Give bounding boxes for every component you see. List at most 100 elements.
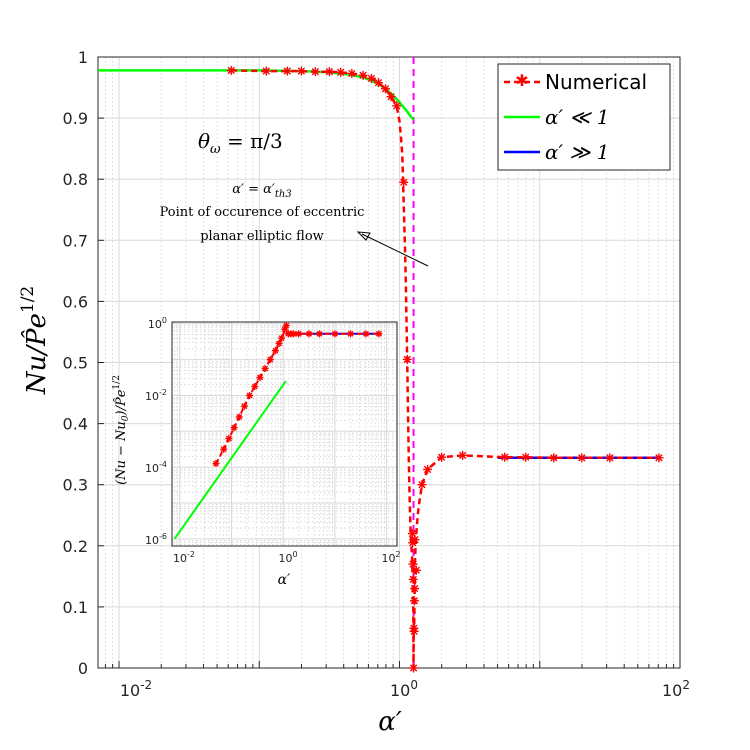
main-ytick-label: 1 [78,48,88,67]
main-ytick-label: 0.2 [63,537,88,556]
legend-label-numerical: Numerical [545,70,647,94]
inset-series-numerical-line [215,322,379,465]
numerical-marker [402,354,412,364]
inset-numerical-marker [295,330,303,338]
inset-numerical-marker [251,383,259,391]
inset-numerical-marker [225,434,233,442]
inset-ytick-label: 100 [148,316,167,331]
inset-numerical-marker [240,402,248,410]
numerical-marker [654,453,664,463]
inset-numerical-marker [315,330,323,338]
alpha-threshold-annotation: α′ = α′th3 [232,182,291,200]
inset-xtick-label: 10-2 [173,550,195,565]
numerical-marker [392,101,402,111]
legend: ✱ Numerical α′ ≪ 1 α′ ≫ 1 [497,63,671,171]
main-ytick-label: 0.3 [63,476,88,495]
numerical-marker [409,626,419,636]
svg-text:✱: ✱ [515,71,528,90]
inset-numerical-marker [362,330,370,338]
numerical-marker [577,453,587,463]
inset-numerical-marker [278,334,286,342]
inset-grid [172,322,397,546]
inset-numerical-curve [215,322,379,465]
main-series-small-line [98,69,415,121]
inset-numerical-marker [331,330,339,338]
main-axes-frame [97,56,681,669]
legend-label-large: α′ ≫ 1 [545,140,609,164]
numerical-marker [373,78,383,88]
inset-numerical-marker [266,356,274,364]
numerical-marker [296,66,306,76]
inset-numerical-marker [261,365,269,373]
inset-numerical-marker [305,330,313,338]
inset-xtick-label: 102 [381,550,400,565]
main-ytick-label: 0.6 [63,292,88,311]
numerical-marker [521,452,531,462]
inset-ytick-label: 10-4 [145,460,167,475]
numerical-marker [380,84,390,94]
inset-numerical-marker [212,460,220,468]
inset-numerical-marker [375,330,383,338]
main-ytick-label: 0.1 [63,598,88,617]
inset-background [172,322,397,546]
inset-xtick-label: 100 [278,550,297,565]
main-ytick-labels: 0 0.1 0.2 0.3 0.4 0.5 0.6 0.7 0.8 0.9 1 [63,48,88,678]
inset-series-numerical-markers [212,322,383,468]
annotation-line-2: planar elliptic flow [200,229,324,244]
small-alpha-curve [98,69,415,121]
numerical-marker [605,453,615,463]
main-ylabel: Nu/P̂e1/2 [18,286,52,396]
inset-numerical-marker [246,391,254,399]
numerical-marker [500,452,510,462]
numerical-marker [310,67,320,77]
theta-annotation: θω = π/3 [198,129,283,157]
legend-entry-numerical: ✱ Numerical [504,70,647,94]
numerical-marker [417,480,427,490]
main-xtick-labels: 10-2 100 102 [120,678,690,700]
numerical-marker [408,559,418,569]
numerical-marker [437,452,447,462]
inset-series-small-line [173,380,287,540]
inset-small-alpha-curve [173,380,287,540]
inset-ytick-label: 10-2 [145,388,167,403]
numerical-marker [282,66,292,76]
numerical-marker [549,453,559,463]
inset-numerical-marker [220,445,228,453]
inset-numerical-marker [346,330,354,338]
main-xtick-label: 102 [662,678,690,700]
main-xtick-label: 10-2 [120,678,152,700]
main-series-numerical-markers [226,65,664,673]
numerical-marker [409,596,419,606]
inset-ytick-labels: 100 10-2 10-4 10-6 [145,316,167,547]
numerical-marker [336,67,346,77]
annotation-line-1: Point of occurence of eccentric [160,205,365,220]
numerical-marker [411,565,421,575]
inset-numerical-marker [275,340,283,348]
inset-xtick-labels: 10-2 100 102 [173,550,401,565]
numerical-marker [324,67,334,77]
numerical-marker [386,92,396,102]
inset-ytick-label: 10-6 [145,532,167,547]
main-ytick-label: 0.7 [63,231,88,250]
numerical-marker [366,73,376,83]
numerical-marker [261,66,271,76]
inset-numerical-marker [256,374,264,382]
numerical-marker [458,450,468,460]
inset-numerical-marker [271,347,279,355]
numerical-marker [347,68,357,78]
main-ytick-label: 0.9 [63,109,88,128]
annotation-arrow [356,231,429,267]
numerical-marker [408,574,418,584]
legend-label-small: α′ ≪ 1 [545,105,609,129]
numerical-marker [423,464,433,474]
numerical-marker [409,663,419,673]
main-ytick-label: 0 [78,659,88,678]
main-ytick-label: 0.8 [63,170,88,189]
numerical-marker [410,535,420,545]
inset-xlabel: α′ [278,572,291,588]
main-ytick-label: 0.4 [63,415,88,434]
inset-numerical-marker [230,424,238,432]
legend-entry-large: α′ ≫ 1 [504,140,609,164]
inset-numerical-marker [235,413,243,421]
